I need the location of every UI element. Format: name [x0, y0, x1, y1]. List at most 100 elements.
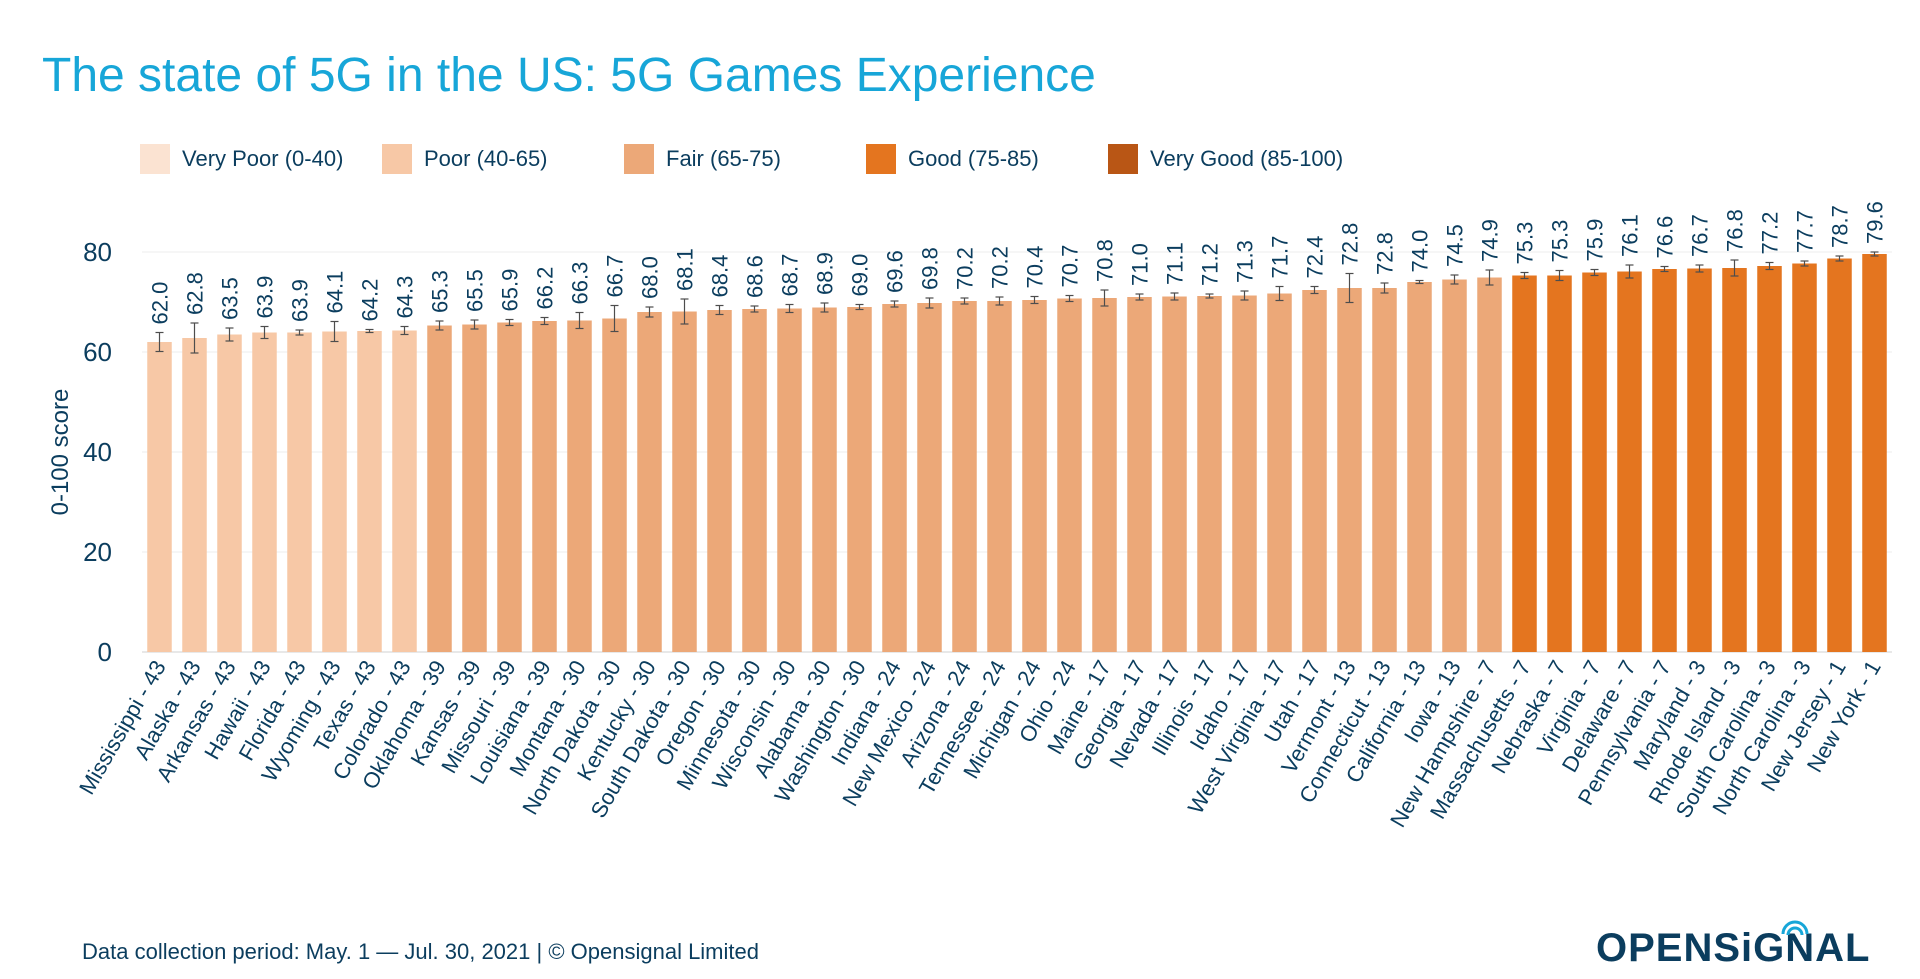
- legend-label-very-good: Very Good (85-100): [1150, 146, 1344, 171]
- legend: Very Poor (0-40) Poor (40-65) Fair (65-7…: [140, 142, 1440, 176]
- y-tick-label: 20: [83, 537, 112, 567]
- value-label: 76.7: [1688, 214, 1713, 257]
- bar: [1022, 300, 1047, 652]
- value-label: 63.9: [288, 279, 313, 322]
- value-label: 74.0: [1408, 230, 1433, 273]
- bar: [322, 331, 347, 652]
- value-label: 74.5: [1443, 224, 1468, 267]
- value-label: 66.3: [568, 262, 593, 305]
- value-label: 72.8: [1373, 232, 1398, 275]
- value-label: 72.4: [1303, 236, 1328, 279]
- bar: [1372, 288, 1397, 652]
- bar: [1617, 271, 1642, 652]
- legend-swatch-fair: [624, 144, 654, 174]
- bar: [1337, 288, 1362, 652]
- value-label: 69.8: [918, 247, 943, 290]
- bar: [532, 321, 557, 652]
- legend-item-poor: Poor (40-65): [382, 142, 548, 176]
- legend-label-good: Good (75-85): [908, 146, 1039, 171]
- value-label: 64.1: [323, 271, 348, 314]
- bar: [672, 311, 697, 652]
- y-tick-label: 0: [98, 637, 112, 667]
- legend-label-fair: Fair (65-75): [666, 146, 781, 171]
- value-label: 64.2: [358, 279, 383, 322]
- opensignal-logo: OPENSiGNAL: [1596, 926, 1871, 970]
- bar: [987, 301, 1012, 652]
- bar: [1722, 268, 1747, 652]
- bar: [287, 332, 312, 652]
- y-tick-label: 80: [83, 237, 112, 267]
- value-label: 70.8: [1093, 239, 1118, 282]
- value-label: 79.6: [1863, 201, 1888, 244]
- value-label: 72.8: [1338, 223, 1363, 266]
- bar: [952, 301, 977, 652]
- value-label: 68.4: [708, 255, 733, 298]
- value-label: 71.7: [1268, 236, 1293, 279]
- value-label: 70.4: [1023, 246, 1048, 289]
- bar: [1267, 293, 1292, 652]
- value-label: 75.9: [1583, 219, 1608, 262]
- bar: [847, 307, 872, 652]
- value-label: 74.9: [1478, 219, 1503, 262]
- page-title: The state of 5G in the US: 5G Games Expe…: [42, 49, 1096, 102]
- bar: [427, 325, 452, 652]
- value-label: 63.5: [218, 277, 243, 320]
- value-label: 78.7: [1828, 205, 1853, 248]
- bar: [1197, 296, 1222, 652]
- bar: [1127, 297, 1152, 652]
- bar: [1827, 258, 1852, 652]
- value-label: 65.3: [428, 270, 453, 313]
- value-label: 77.2: [1758, 212, 1783, 255]
- bar: [777, 308, 802, 652]
- bar: [1547, 275, 1572, 652]
- bar: [882, 304, 907, 652]
- value-label: 69.0: [848, 254, 873, 297]
- value-label: 71.3: [1233, 240, 1258, 283]
- bar: [217, 334, 242, 652]
- value-label: 69.6: [883, 250, 908, 293]
- bar: [1057, 298, 1082, 652]
- legend-label-very-poor: Very Poor (0-40): [182, 146, 344, 171]
- value-label: 62.0: [148, 282, 173, 325]
- bar: [1582, 272, 1607, 652]
- value-label: 66.7: [603, 255, 628, 298]
- value-label: 68.1: [673, 248, 698, 291]
- bar: [707, 310, 732, 652]
- value-label: 75.3: [1548, 220, 1573, 263]
- legend-label-poor: Poor (40-65): [424, 146, 548, 171]
- value-label: 66.2: [533, 267, 558, 310]
- value-label: 64.3: [393, 276, 418, 319]
- legend-item-very-poor: Very Poor (0-40): [140, 142, 343, 176]
- legend-item-fair: Fair (65-75): [624, 142, 781, 176]
- value-label: 70.7: [1058, 245, 1083, 288]
- value-label: 65.5: [463, 269, 488, 312]
- bar: [1862, 254, 1887, 652]
- bar: [1407, 282, 1432, 652]
- value-label: 63.9: [253, 276, 278, 319]
- legend-item-very-good: Very Good (85-100): [1108, 142, 1343, 176]
- value-label: 68.0: [638, 256, 663, 299]
- bar: [1512, 275, 1537, 652]
- value-label: 68.6: [743, 255, 768, 298]
- bar: [1687, 268, 1712, 652]
- bar: [602, 318, 627, 652]
- bar: [252, 332, 277, 652]
- value-label: 71.0: [1128, 243, 1153, 286]
- y-tick-label: 40: [83, 437, 112, 467]
- bar: [1757, 266, 1782, 652]
- value-label: 68.7: [778, 254, 803, 297]
- bar: [1652, 269, 1677, 652]
- value-label: 76.8: [1723, 209, 1748, 252]
- bar: [1477, 277, 1502, 652]
- bar: [567, 320, 592, 652]
- bar: [147, 342, 172, 652]
- bar: [182, 338, 207, 652]
- legend-swatch-good: [866, 144, 896, 174]
- value-label: 70.2: [988, 246, 1013, 289]
- value-label: 76.1: [1618, 214, 1643, 257]
- bar: [1162, 296, 1187, 652]
- footer-note: Data collection period: May. 1 — Jul. 30…: [82, 939, 759, 964]
- bar: [637, 312, 662, 652]
- value-label: 70.2: [953, 247, 978, 290]
- bar: [1442, 279, 1467, 652]
